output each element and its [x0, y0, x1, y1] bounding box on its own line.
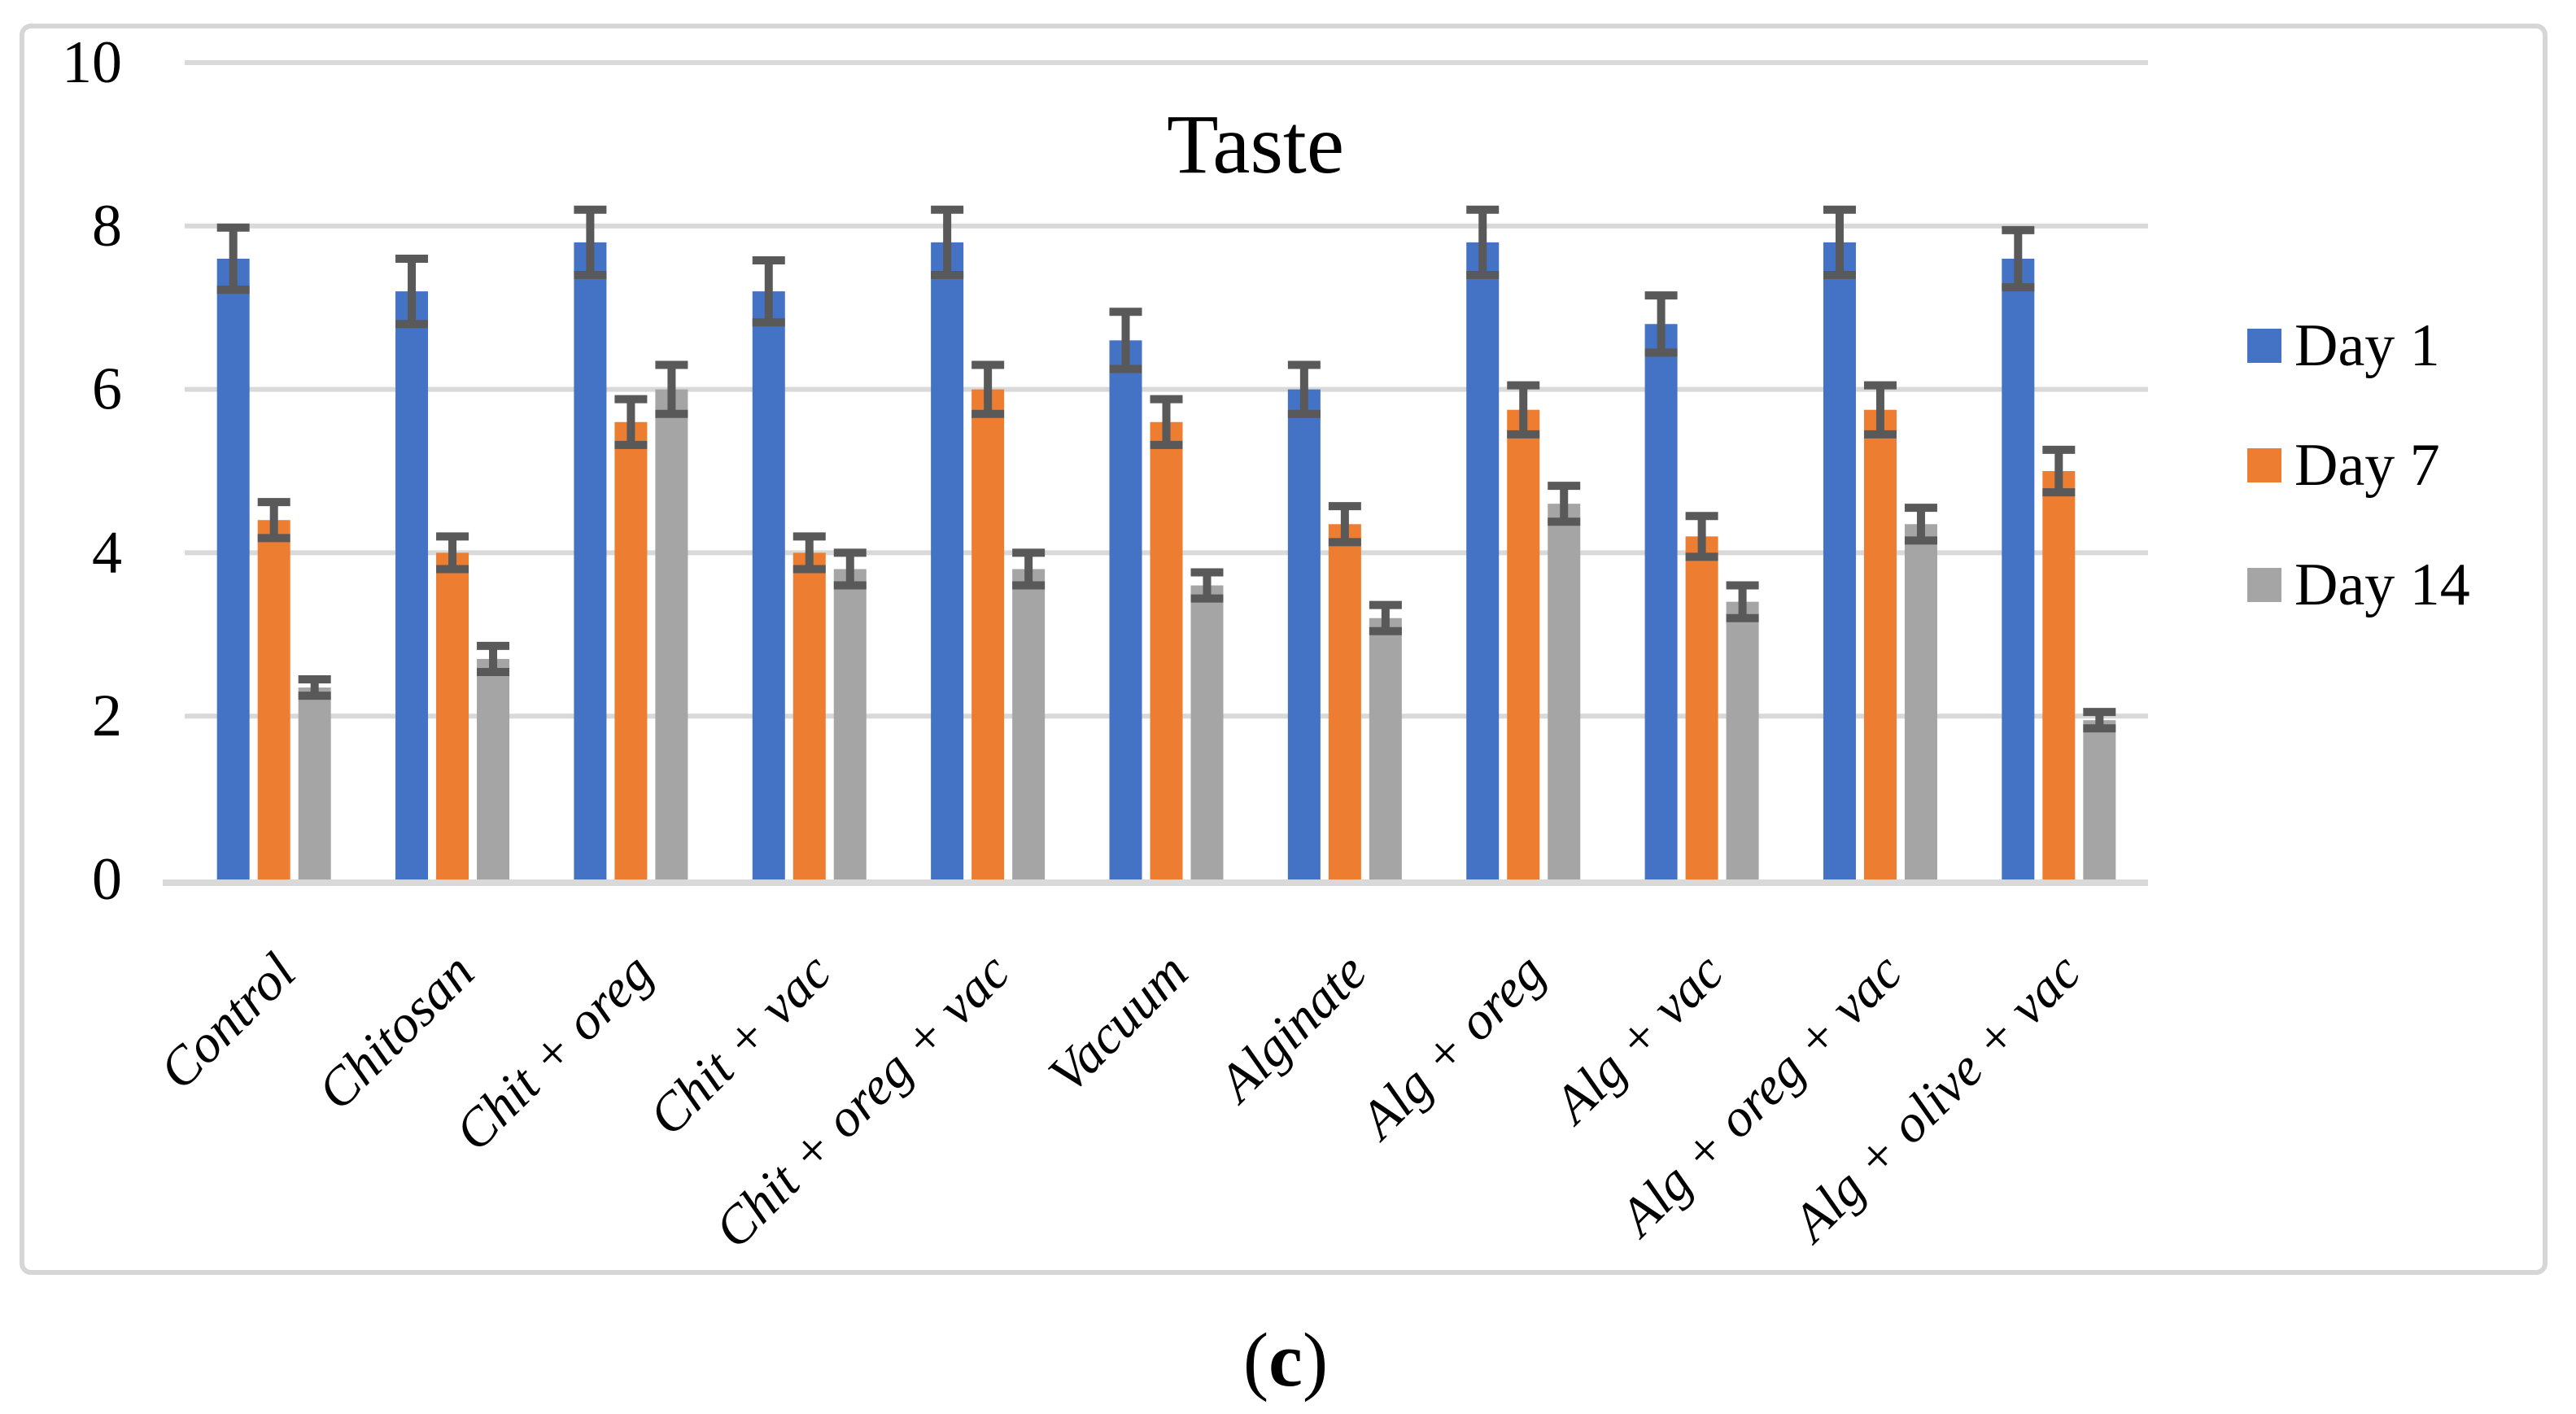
- bar-day-7-alg-oreg-vac: [1863, 409, 1897, 879]
- x-label-chitosan: Chitosan: [306, 942, 485, 1121]
- x-label-alg-oreg: Alg + oreg: [1347, 942, 1557, 1152]
- legend-swatch-day-1: [2247, 329, 2281, 363]
- bar-day-7-chit-vac: [792, 552, 826, 879]
- bar-day-14-alg-olive-vac: [2083, 720, 2116, 879]
- bar-day-14-alginate: [1369, 618, 1402, 879]
- legend-item-day-1: Day 1: [2247, 312, 2470, 379]
- bar-day-7-alg-oreg: [1507, 409, 1540, 879]
- y-tick-label-10: 10: [62, 29, 122, 96]
- bar-day-14-chit-oreg-vac: [1012, 569, 1046, 879]
- bar-day-1-alg-olive-vac: [2002, 258, 2035, 880]
- bar-day-14-alg-vac: [1726, 601, 1759, 879]
- y-tick-label-6: 6: [92, 356, 122, 423]
- bar-day-1-chitosan: [395, 291, 429, 879]
- x-label-chit-oreg: Chit + oreg: [443, 942, 664, 1163]
- bar-day-7-chit-oreg: [614, 421, 648, 879]
- y-tick-label-0: 0: [92, 846, 122, 913]
- bar-day-14-chitosan: [477, 658, 510, 879]
- legend-swatch-day-14: [2247, 568, 2281, 602]
- bar-day-7-control: [257, 520, 290, 879]
- bar-day-14-vacuum: [1190, 585, 1224, 879]
- bar-day-7-alg-vac: [1685, 536, 1718, 879]
- bar-day-1-alg-vac: [1644, 324, 1678, 879]
- bar-day-1-vacuum: [1109, 340, 1142, 879]
- bar-day-14-chit-vac: [833, 569, 867, 879]
- bar-day-1-chit-oreg: [574, 242, 607, 879]
- y-tick-label-4: 4: [92, 519, 122, 586]
- legend-label-day-1: Day 1: [2294, 312, 2440, 379]
- bar-day-14-chit-oreg: [655, 389, 688, 880]
- bar-day-7-vacuum: [1150, 421, 1183, 879]
- legend-item-day-14: Day 14: [2247, 552, 2470, 618]
- x-label-chit-oreg-vac: Chit + oreg + vac: [703, 942, 1020, 1259]
- bar-day-14-alg-oreg: [1548, 504, 1581, 879]
- caption-paren-open: (: [1242, 1318, 1269, 1403]
- legend-label-day-7: Day 7: [2294, 431, 2440, 499]
- x-label-control: Control: [148, 942, 307, 1101]
- bar-day-7-alginate: [1328, 524, 1361, 879]
- bar-day-7-chitosan: [436, 552, 469, 879]
- bar-day-1-alg-oreg: [1466, 242, 1500, 879]
- legend-label-day-14: Day 14: [2294, 551, 2470, 618]
- chart-title: Taste: [1167, 98, 1344, 191]
- caption-letter: c: [1268, 1318, 1303, 1403]
- legend-swatch-day-7: [2247, 448, 2281, 482]
- legend: Day 1 Day 7 Day 14: [2247, 312, 2470, 618]
- y-tick-label-2: 2: [92, 683, 122, 749]
- bar-day-7-chit-oreg-vac: [971, 389, 1005, 880]
- bar-day-1-alginate: [1287, 389, 1321, 880]
- x-label-alginate: Alginate: [1205, 942, 1378, 1115]
- bar-day-1-chit-oreg-vac: [931, 242, 964, 879]
- caption-paren-close: ): [1302, 1318, 1329, 1403]
- bar-day-14-alg-oreg-vac: [1904, 524, 1937, 879]
- legend-item-day-7: Day 7: [2247, 432, 2470, 499]
- bar-day-1-alg-oreg-vac: [1823, 242, 1856, 879]
- bar-day-14-control: [298, 687, 331, 879]
- bar-day-1-chit-vac: [752, 291, 785, 879]
- bar-day-1-control: [216, 258, 250, 880]
- bar-day-7-alg-olive-vac: [2042, 471, 2076, 879]
- y-tick-label-8: 8: [92, 193, 122, 260]
- x-label-vacuum: Vacuum: [1037, 942, 1199, 1104]
- figure-caption: (c): [1243, 1316, 1328, 1404]
